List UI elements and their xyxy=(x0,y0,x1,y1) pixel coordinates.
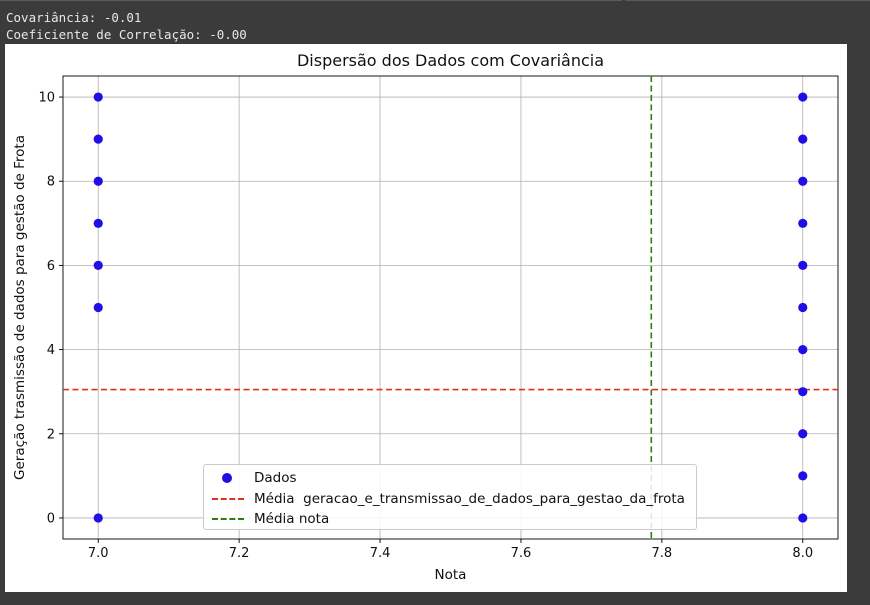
y-tick-label: 2 xyxy=(47,427,55,442)
data-point xyxy=(798,92,808,102)
covariance-output: Covariância: -0.01 xyxy=(6,10,142,25)
data-point xyxy=(798,134,808,144)
cell-divider xyxy=(0,0,622,1)
legend-label-dados: Dados xyxy=(254,470,297,487)
data-point xyxy=(798,387,808,397)
data-point xyxy=(93,260,103,271)
cell-output-text: Covariância: -0.01 Coeficiente de Correla… xyxy=(6,9,247,43)
plot-output: 7.0 7.2 7.4 7.6 7.8 8.0 0 2 4 6 8 10 Dispersão dos D… xyxy=(5,44,847,592)
data-point xyxy=(93,92,103,102)
chart-legend: Dados Média geracao_e_transmissao_de_dad… xyxy=(203,464,697,530)
plot-frame xyxy=(62,75,839,540)
legend-entry-media-geracao: Média geracao_e_transmissao_de_dados_par… xyxy=(212,489,688,510)
y-tick-label: 4 xyxy=(47,343,55,358)
data-point xyxy=(798,302,808,313)
y-tick-label: 0 xyxy=(47,511,55,526)
x-tick-label: 7.8 xyxy=(652,546,673,561)
data-point xyxy=(798,429,808,439)
legend-marker-media-geracao xyxy=(212,497,244,500)
cell-divider xyxy=(625,0,870,1)
y-tick-label: 6 xyxy=(47,259,55,274)
data-point xyxy=(798,218,808,228)
x-tick-label: 7.2 xyxy=(229,546,250,561)
legend-entry-dados: Dados xyxy=(212,468,688,489)
x-tick-label: 8.0 xyxy=(792,546,813,561)
data-point xyxy=(798,471,808,481)
y-tick-label: 8 xyxy=(47,175,55,190)
x-tick-label: 7.4 xyxy=(370,546,391,561)
legend-marker-media-nota xyxy=(212,518,244,521)
legend-marker-dados xyxy=(222,473,232,484)
y-tick-label: 10 xyxy=(38,91,55,106)
data-point xyxy=(93,218,103,228)
correlation-output: Coeficiente de Correlação: -0.00 xyxy=(6,27,247,42)
y-axis-label: Geração trasmissão de dados para gestão … xyxy=(12,135,28,480)
data-point xyxy=(93,134,103,144)
x-tick-label: 7.6 xyxy=(511,546,532,561)
data-point xyxy=(93,302,103,313)
legend-label-media-nota: Média nota xyxy=(254,511,330,528)
data-point xyxy=(798,176,808,186)
chart-title: Dispersão dos Dados com Covariância xyxy=(297,51,604,70)
data-point xyxy=(798,344,808,355)
data-point xyxy=(798,513,808,523)
data-point xyxy=(93,176,103,186)
x-tick-label: 7.0 xyxy=(88,546,109,561)
data-point xyxy=(798,260,808,271)
legend-label-media-geracao: Média geracao_e_transmissao_de_dados_par… xyxy=(254,490,685,507)
x-axis-label: Nota xyxy=(435,567,467,583)
data-point xyxy=(93,513,103,523)
legend-entry-media-nota: Média nota xyxy=(212,509,688,530)
scatter-chart: 7.0 7.2 7.4 7.6 7.8 8.0 0 2 4 6 8 10 Dispersão dos D… xyxy=(12,51,839,583)
